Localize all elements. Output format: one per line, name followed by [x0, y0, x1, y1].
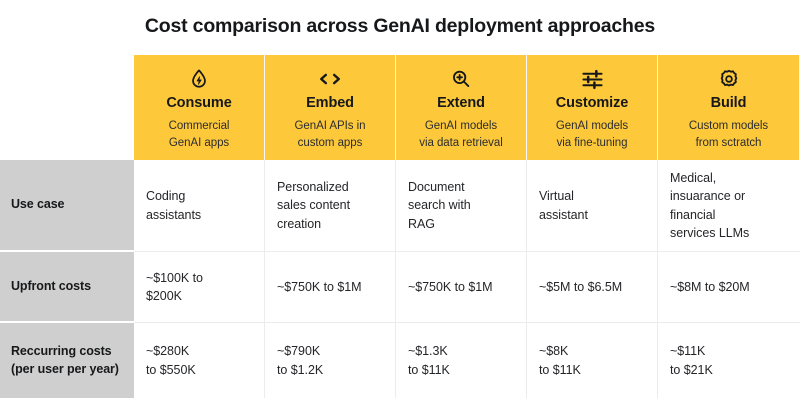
cell-text: ~$1.3K to $11K: [408, 344, 450, 377]
cell-text: Personalized sales content creation: [277, 179, 351, 231]
column-header-description: GenAI models via fine-tuning: [555, 120, 629, 149]
table-cell-upfront-embed: ~$750K to $1M: [265, 252, 396, 323]
comparison-table: Consume Commercial GenAI apps Embed GenA…: [0, 55, 800, 398]
column-header-title: Extend: [437, 95, 485, 111]
table-cell-recurring-consume: ~$280K to $550K: [134, 323, 265, 398]
column-header-title: Customize: [555, 95, 629, 111]
cell-text: Virtual assistant: [539, 189, 588, 222]
column-header-description: Commercial GenAI apps: [168, 120, 230, 149]
table-cell-upfront-extend: ~$750K to $1M: [396, 252, 527, 323]
table-cell-upfront-consume: ~$100K to $200K: [134, 252, 265, 323]
table-cell-use-case-customize: Virtual assistant: [527, 160, 658, 252]
column-header-description: Custom models from sctratch: [688, 120, 769, 149]
cell-text: Medical, insuarance or financial service…: [670, 170, 750, 241]
magnifier-plus-icon: [450, 66, 472, 92]
row-label-text: Reccurring costs (per user per year): [11, 343, 119, 376]
cell-text: ~$5M to $6.5M: [539, 279, 623, 294]
code-brackets-icon: [318, 66, 342, 92]
page-title: Cost comparison across GenAI deployment …: [144, 15, 656, 37]
cell-text: ~$100K to $200K: [146, 270, 203, 304]
column-header-build[interactable]: Build Custom models from sctratch: [658, 55, 800, 160]
column-header-embed[interactable]: Embed GenAI APIs in custom apps: [265, 55, 396, 160]
table-cell-use-case-consume: Coding assistants: [134, 160, 265, 252]
column-header-description: GenAI models via data retrieval: [419, 120, 503, 149]
sliders-icon: [581, 66, 604, 92]
column-header-title: Embed: [306, 95, 354, 111]
table-cell-use-case-embed: Personalized sales content creation: [265, 160, 396, 252]
cell-text: ~$790K to $1.2K: [277, 344, 324, 377]
row-label-upfront-costs: Upfront costs: [0, 252, 134, 323]
column-header-customize[interactable]: Customize GenAI models via fine-tuning: [527, 55, 658, 160]
cell-text: Document search with RAG: [408, 179, 471, 231]
table-cell-upfront-customize: ~$5M to $6.5M: [527, 252, 658, 323]
column-header-title: Build: [710, 95, 747, 111]
cell-text: ~$750K to $1M: [277, 279, 362, 294]
column-header-description: GenAI APIs in custom apps: [294, 120, 366, 149]
table-corner-cell: [0, 55, 134, 160]
row-label-text: Use case: [11, 197, 65, 212]
table-cell-upfront-build: ~$8M to $20M: [658, 252, 800, 323]
cell-text: Coding assistants: [146, 189, 202, 222]
gear-icon: [718, 66, 740, 92]
energy-drop-icon: [188, 66, 210, 92]
column-header-consume[interactable]: Consume Commercial GenAI apps: [134, 55, 265, 160]
column-header-extend[interactable]: Extend GenAI models via data retrieval: [396, 55, 527, 160]
row-label-text: Upfront costs: [11, 278, 91, 293]
cell-text: ~$8M to $20M: [670, 279, 750, 294]
table-cell-recurring-extend: ~$1.3K to $11K: [396, 323, 527, 398]
row-label-recurring-costs: Reccurring costs (per user per year): [0, 323, 134, 398]
table-cell-recurring-embed: ~$790K to $1.2K: [265, 323, 396, 398]
table-cell-use-case-extend: Document search with RAG: [396, 160, 527, 252]
cell-text: ~$750K to $1M: [408, 279, 493, 294]
cell-text: ~$11K to $21K: [670, 344, 713, 377]
table-cell-recurring-build: ~$11K to $21K: [658, 323, 800, 398]
table-cell-recurring-customize: ~$8K to $11K: [527, 323, 658, 398]
row-label-use-case: Use case: [0, 160, 134, 252]
cell-text: ~$8K to $11K: [539, 344, 581, 377]
cell-text: ~$280K to $550K: [146, 344, 196, 377]
table-cell-use-case-build: Medical, insuarance or financial service…: [658, 160, 800, 252]
column-header-title: Consume: [166, 95, 232, 111]
